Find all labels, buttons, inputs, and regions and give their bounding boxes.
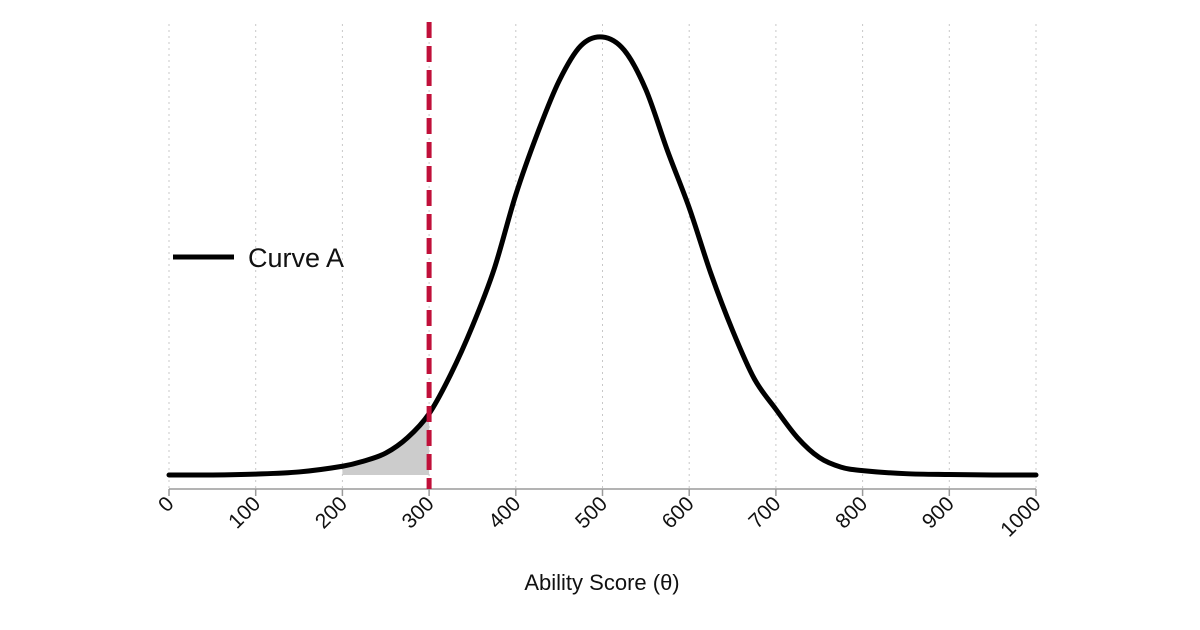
x-axis-ticks: 0 100 200 300 400 500 600 700 800 900 1000 <box>154 489 1046 542</box>
x-tick-label: 200 <box>311 492 352 533</box>
legend: Curve A <box>173 243 344 273</box>
x-axis-title: Ability Score (θ) <box>524 570 679 595</box>
x-tick-label: 800 <box>831 492 872 533</box>
x-tick-label: 600 <box>658 492 699 533</box>
x-tick-label: 900 <box>918 492 959 533</box>
x-tick-label: 0 <box>154 492 179 517</box>
x-tick-label: 100 <box>224 492 265 533</box>
x-tick-label: 300 <box>398 492 439 533</box>
x-tick-label: 400 <box>484 492 525 533</box>
x-tick-label: 700 <box>744 492 785 533</box>
legend-label: Curve A <box>248 243 344 273</box>
curve-a-line <box>166 34 1039 478</box>
shaded-tail-area <box>342 413 430 475</box>
x-tick-label: 500 <box>571 492 612 533</box>
x-tick-label: 1000 <box>996 492 1045 541</box>
